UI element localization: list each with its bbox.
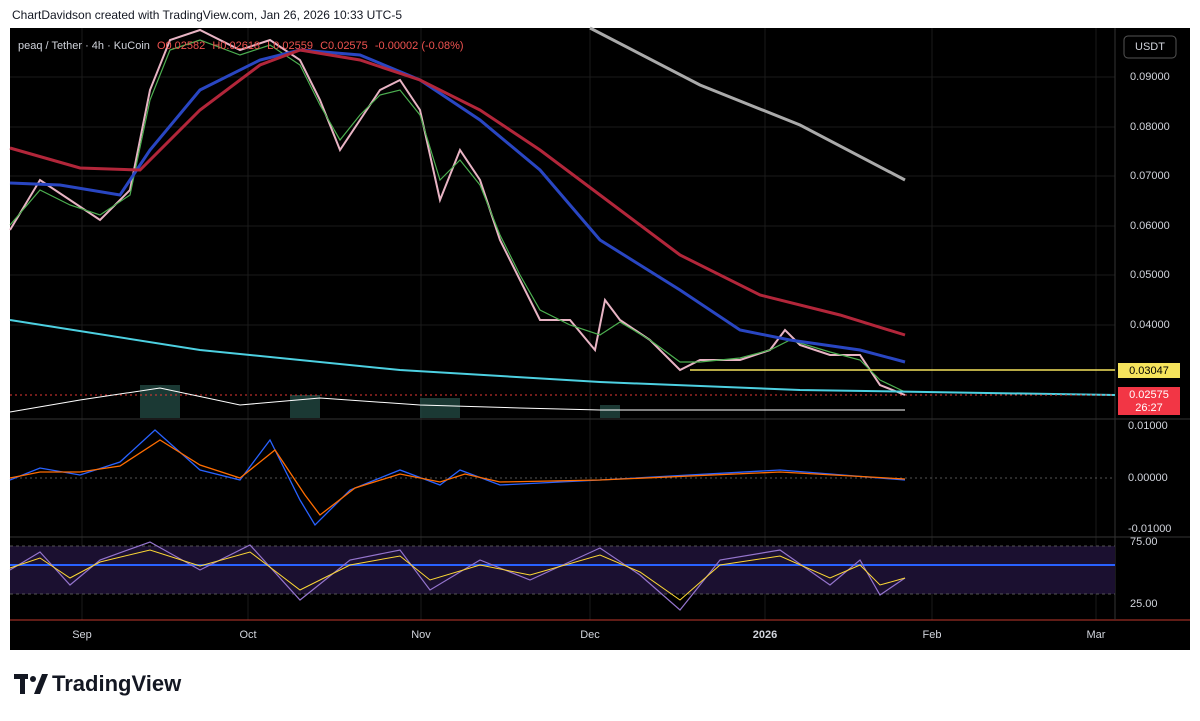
price-label: 0.05000 [1130, 269, 1170, 281]
time-label: Nov [411, 629, 431, 641]
rsi-band [10, 546, 1115, 594]
price-badge: 0.02575 [1129, 389, 1169, 401]
volume-ma [9, 387, 905, 413]
pane-separators [10, 28, 1190, 621]
ma-gray [589, 26, 906, 182]
signal-line [9, 439, 906, 516]
macd-line [9, 429, 906, 527]
macd-label: 0.01000 [1128, 420, 1168, 432]
ma-red [9, 48, 906, 337]
macd-label: -0.01000 [1128, 523, 1171, 535]
price-label: 0.09000 [1130, 71, 1170, 83]
price-label: 0.07000 [1130, 170, 1170, 182]
brand: TradingView [52, 671, 182, 696]
grid [10, 28, 1115, 620]
short-ma [9, 39, 906, 393]
rsi-label: 25.00 [1130, 598, 1158, 610]
time-label: Oct [239, 629, 256, 641]
countdown: 26:27 [1135, 402, 1163, 414]
price-badge-bg [1118, 387, 1180, 415]
time-label: Sep [72, 629, 92, 641]
credit: ChartDavidson created with TradingView.c… [12, 8, 402, 22]
price-label: 0.06000 [1130, 220, 1170, 232]
level-badge: 0.03047 [1129, 365, 1169, 377]
price-label: 0.04000 [1130, 319, 1170, 331]
logo-mark [14, 674, 48, 694]
change: -0.00002 (-0.08%) [375, 40, 464, 52]
rsi-ma [9, 549, 906, 601]
time-label: Mar [1087, 629, 1106, 641]
time-label: Feb [923, 629, 942, 641]
time-label: 2026 [753, 629, 777, 641]
rsi-label: 75.00 [1130, 536, 1158, 548]
currency[interactable]: USDT [1135, 41, 1165, 53]
open: O0.02582 [157, 40, 205, 52]
level-badge-bg [1118, 363, 1180, 378]
macd-label: 0.00000 [1128, 472, 1168, 484]
symbol: peaq / Tether · 4h · KuCoin [18, 40, 150, 52]
ma-cyan [9, 319, 1116, 396]
price-label: 0.08000 [1130, 121, 1170, 133]
close: C0.02575 [320, 40, 368, 52]
time-label: Dec [580, 629, 600, 641]
legend: peaq / Tether · 4h · KuCoin O0.02582 H0.… [18, 40, 464, 52]
currency-button[interactable] [1123, 35, 1177, 59]
high: H0.02618 [212, 40, 260, 52]
low: L0.02559 [267, 40, 313, 52]
